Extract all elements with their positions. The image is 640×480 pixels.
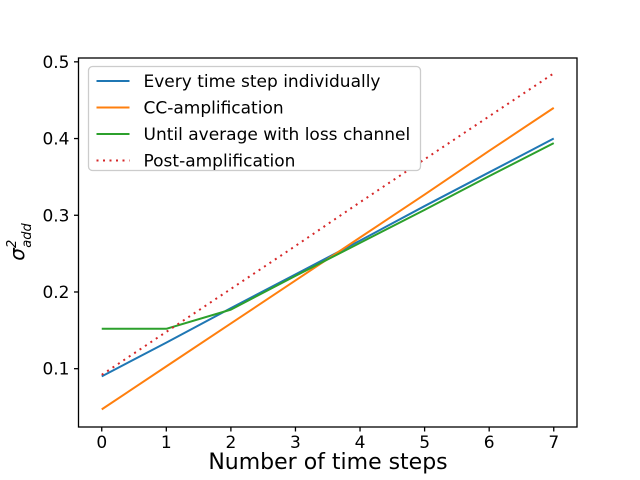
y-tick-label: 0.2 [42, 283, 69, 303]
x-axis-label: Number of time steps [208, 450, 447, 475]
y-axis-label-superscript: 2 [5, 240, 20, 248]
x-tick-label: 0 [96, 433, 107, 453]
x-tick-label: 5 [419, 433, 430, 453]
y-axis-label: σ2add [5, 223, 35, 261]
y-tick-label: 0.5 [42, 53, 69, 73]
x-tick-label: 1 [161, 433, 172, 453]
legend-label-0: Every time step individually [144, 72, 381, 92]
x-tick-label: 2 [225, 433, 236, 453]
plot-frame [77, 57, 578, 428]
x-tick-label: 7 [548, 433, 559, 453]
y-tick-label: 0.4 [42, 130, 69, 150]
y-tick-label: 0.1 [42, 360, 69, 380]
plot-frame-group [77, 57, 578, 428]
legend-label-3: Post-amplification [144, 152, 296, 172]
x-tick-label: 3 [290, 433, 301, 453]
x-tick-label: 4 [355, 433, 366, 453]
ticks-group: 0 1 2 3 4 5 6 7 0.1 0.2 0.3 0.4 0.5 [42, 53, 559, 453]
series-line-0 [101, 137, 555, 378]
legend: Every time step individually CC-amplifica… [87, 65, 422, 172]
legend-box [87, 65, 422, 172]
legend-label-2: Until average with loss channel [144, 125, 411, 145]
legend-label-1: CC-amplification [144, 99, 284, 119]
x-tick-label: 6 [484, 433, 495, 453]
series-line-2 [101, 142, 555, 330]
y-axis-label-base: σ [5, 247, 29, 261]
series-lines-group [101, 72, 555, 411]
y-axis-label-subscript: add [20, 223, 35, 248]
y-tick-label: 0.3 [42, 206, 69, 226]
